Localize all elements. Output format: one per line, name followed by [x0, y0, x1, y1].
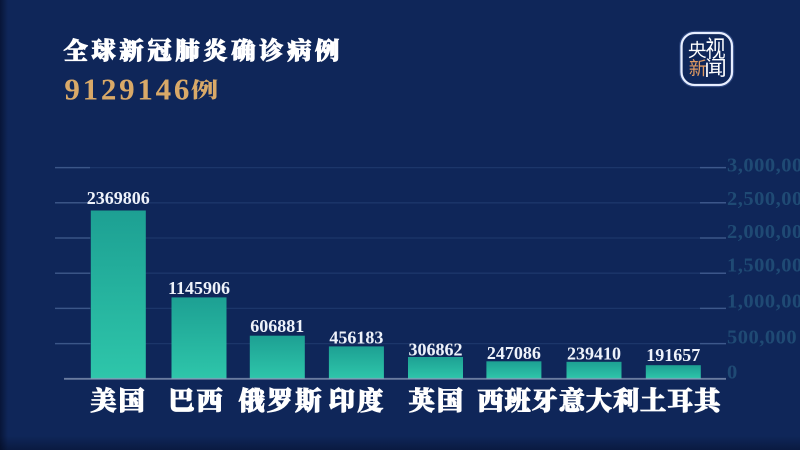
- svg-text:2,000,000: 2,000,000: [727, 221, 800, 243]
- svg-text:1,500,000: 1,500,000: [727, 255, 800, 277]
- svg-text:247086: 247086: [487, 343, 541, 363]
- svg-text:1145906: 1145906: [168, 278, 230, 298]
- svg-text:500,000: 500,000: [727, 327, 797, 349]
- svg-text:0: 0: [727, 361, 738, 383]
- svg-text:2,500,000: 2,500,000: [727, 188, 800, 210]
- svg-text:306862: 306862: [409, 339, 463, 359]
- svg-text:239410: 239410: [567, 343, 621, 363]
- svg-text:456183: 456183: [329, 327, 383, 347]
- svg-text:9129146: 9129146: [64, 72, 192, 107]
- svg-text:2369806: 2369806: [87, 188, 150, 208]
- svg-text:606881: 606881: [250, 316, 304, 336]
- svg-text:191657: 191657: [646, 345, 700, 365]
- svg-text:3,000,000: 3,000,000: [727, 155, 800, 177]
- svg-text:1,000,000: 1,000,000: [727, 291, 800, 313]
